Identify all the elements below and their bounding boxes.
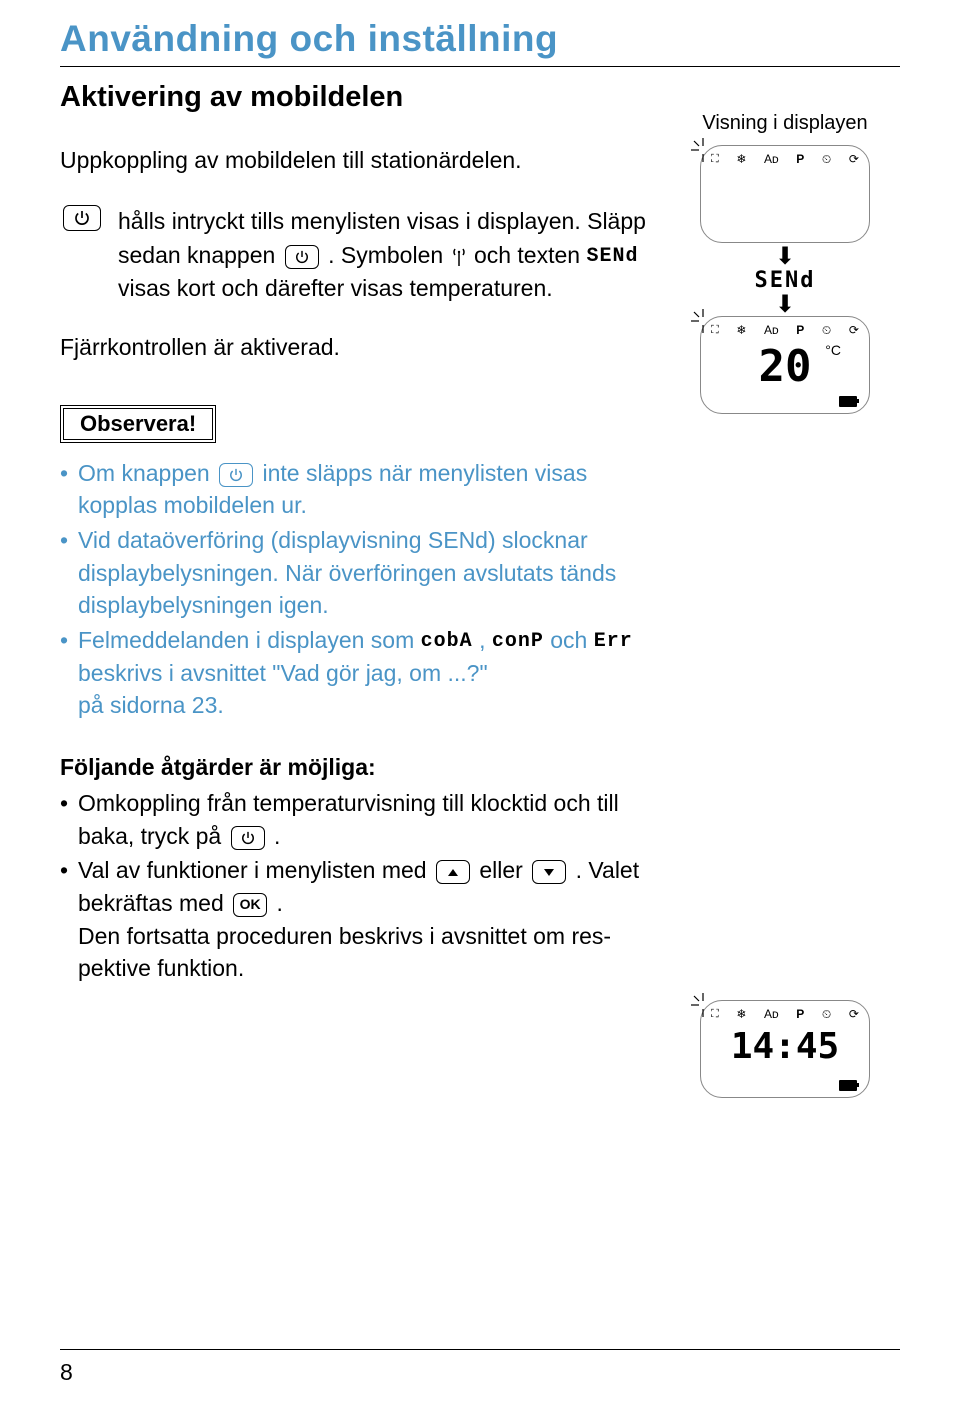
step-text: hålls intryckt tills menylisten visas i …	[118, 205, 646, 305]
text: . Valet	[576, 857, 640, 883]
display-menu-row: ⛶❄AᴅP⏲⟳	[711, 152, 859, 166]
blue-bullet-3: Felmeddelanden i displayen som cobA , co…	[60, 624, 900, 722]
seg-send-inline: SENd	[586, 242, 638, 271]
text: baka, tryck på	[78, 823, 228, 849]
notice-box: Observera!	[60, 405, 216, 443]
footer-rule	[60, 1349, 900, 1350]
action-bullet-2: Val av funktioner i menylisten med eller…	[60, 854, 660, 985]
page-number: 8	[60, 1359, 73, 1386]
action-bullet-1: Omkoppling från temperaturvisning till k…	[60, 787, 660, 852]
power-button-icon-2	[285, 245, 319, 269]
text: Vid dataöverföring (displayvisning SENd)…	[78, 527, 588, 553]
page: Användning och inställning Aktivering av…	[0, 0, 960, 1412]
text: displaybelysningen. När överföringen avs…	[78, 560, 616, 586]
twinkle-icon	[689, 307, 717, 335]
triangle-up-icon	[446, 867, 460, 877]
text: och	[550, 627, 593, 653]
text: Den fortsatta proceduren beskrivs i avsn…	[78, 923, 611, 949]
text: .	[274, 823, 280, 849]
seg-coba: cobA	[421, 628, 473, 656]
step-row: hålls intryckt tills menylisten visas i …	[60, 205, 680, 305]
step-text-1b-post: och texten	[474, 242, 587, 268]
send-segment: SENd	[670, 268, 900, 293]
display-menu-row: ⛶❄AᴅP⏲⟳	[711, 323, 859, 337]
step-text-1a: hålls intryckt tills menylisten visas i …	[118, 208, 646, 234]
display-box-clock: ⛶❄AᴅP⏲⟳ 14:45	[700, 1000, 870, 1098]
step-text-1b-pre: sedan knappen	[118, 242, 282, 268]
up-arrow-button	[436, 860, 470, 884]
display-box-menu: ⛶❄AᴅP⏲⟳	[700, 145, 870, 243]
step-text-1b-mid: . Symbolen	[328, 242, 449, 268]
heading-2: Aktivering av mobildelen	[60, 81, 900, 114]
ok-button: OK	[233, 893, 267, 917]
text: eller	[479, 857, 529, 883]
step-text-1c: visas kort och därefter visas temperatur…	[118, 275, 553, 301]
display-caption: Visning i displayen	[670, 112, 900, 135]
text: Felmeddelanden i displayen som	[78, 627, 421, 653]
seg-err: Err	[594, 628, 633, 656]
notice-label: Observera!	[63, 408, 213, 440]
power-button-icon	[63, 205, 101, 231]
text: Om knappen	[78, 460, 216, 486]
text: Omkoppling från temperaturvisning till k…	[78, 790, 619, 816]
text: Val av funktioner i menylisten med	[78, 857, 433, 883]
display-menu-row: ⛶❄AᴅP⏲⟳	[711, 1007, 859, 1021]
action-bullet-list: Omkoppling från temperaturvisning till k…	[60, 787, 660, 985]
triangle-down-icon	[542, 867, 556, 877]
down-arrow-button	[532, 860, 566, 884]
temp-number: 20	[759, 341, 812, 392]
display-box-temp: ⛶❄AᴅP⏲⟳ 20 °C	[700, 316, 870, 414]
twinkle-icon	[689, 136, 717, 164]
seg-conp: conP	[492, 628, 544, 656]
power-icon	[241, 831, 255, 845]
power-icon	[74, 210, 90, 226]
battery-icon	[839, 1080, 857, 1091]
text: bekräftas med	[78, 890, 230, 916]
temp-unit: °C	[825, 343, 841, 357]
right-column-displays: Visning i displayen ⛶❄AᴅP⏲⟳ ⬇ SENd ⬇ ⛶❄A…	[670, 112, 900, 418]
antenna-icon	[450, 247, 468, 267]
heading-1: Användning och inställning	[60, 18, 900, 60]
twinkle-icon	[689, 991, 717, 1019]
text: på sidorna 23.	[78, 692, 224, 718]
actions-heading: Följande åtgärder är möjliga:	[60, 754, 900, 781]
power-icon	[229, 468, 243, 482]
power-icon	[295, 250, 309, 264]
right-column-clock: ⛶❄AᴅP⏲⟳ 14:45	[670, 1000, 900, 1102]
display-temp-value: 20 °C	[711, 345, 859, 389]
text: pektive funktion.	[78, 955, 244, 981]
text: displaybelysningen igen.	[78, 592, 329, 618]
power-button-icon-4	[231, 826, 265, 850]
display-clock-value: 14:45	[711, 1029, 859, 1065]
text: beskrivs i avsnittet "Vad gör jag, om ..…	[78, 660, 488, 686]
power-button-icon-3	[219, 463, 253, 487]
blue-bullet-list: Om knappen inte släpps när menylisten vi…	[60, 457, 900, 722]
text: inte släpps när menylisten visas	[262, 460, 587, 486]
text: ,	[479, 627, 492, 653]
text: .	[277, 890, 283, 916]
text: kopplas mobildelen ur.	[78, 492, 307, 518]
arrow-down-icon: ⬇	[670, 247, 900, 266]
blue-bullet-2: Vid dataöverföring (displayvisning SENd)…	[60, 524, 900, 622]
battery-icon	[839, 396, 857, 407]
blue-bullet-1: Om knappen inte släpps när menylisten vi…	[60, 457, 900, 522]
heading-underline	[60, 66, 900, 67]
